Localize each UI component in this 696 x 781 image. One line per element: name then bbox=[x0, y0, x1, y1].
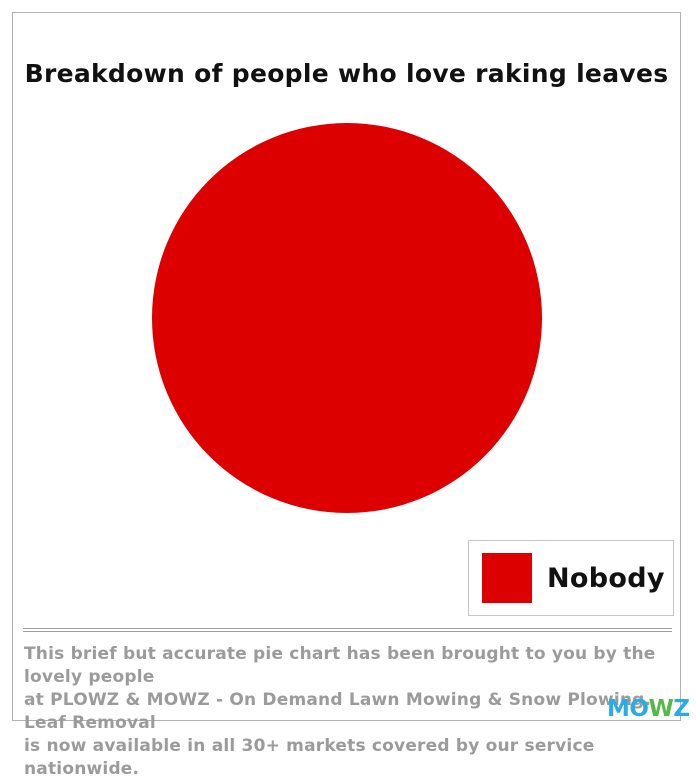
divider-line bbox=[23, 628, 672, 632]
mowz-logo-z: Z bbox=[673, 696, 690, 722]
chart-title: Breakdown of people who love raking leav… bbox=[24, 59, 669, 88]
footer-note: This brief but accurate pie chart has be… bbox=[24, 643, 664, 781]
mowz-logo-grass-w-icon: W bbox=[648, 696, 674, 722]
footer-line-1: This brief but accurate pie chart has be… bbox=[24, 644, 656, 687]
footer-line-2: at PLOWZ & MOWZ - On Demand Lawn Mowing … bbox=[24, 690, 652, 733]
legend: Nobody bbox=[468, 540, 674, 616]
legend-label: Nobody bbox=[547, 562, 665, 594]
footer-line-3: is now available in all 30+ markets cove… bbox=[24, 736, 595, 779]
mowz-logo-mo: MO bbox=[607, 696, 649, 722]
chart-frame: Breakdown of people who love raking leav… bbox=[12, 12, 690, 779]
pie-chart-full-slice bbox=[152, 123, 542, 513]
mowz-logo: MOWZ bbox=[607, 696, 690, 722]
legend-swatch bbox=[482, 553, 532, 603]
infographic-canvas: Breakdown of people who love raking leav… bbox=[12, 12, 691, 779]
